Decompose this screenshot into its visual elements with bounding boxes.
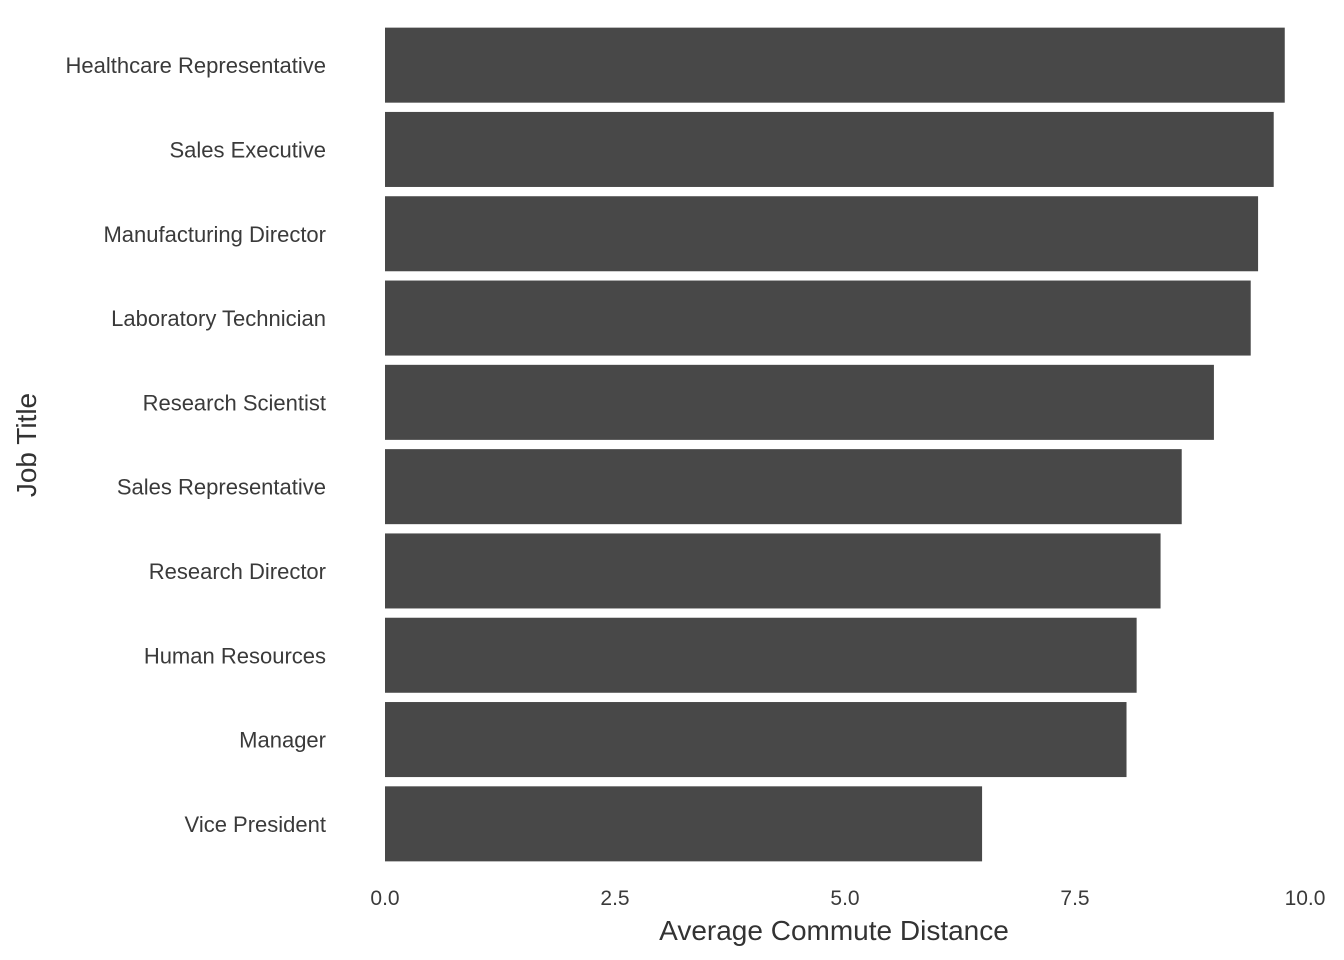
x-tick-labels: 0.0 2.5 5.0 7.5 10.0 [370, 887, 1325, 910]
bar-4 [385, 364, 1214, 440]
category-label-7: Human Resources [144, 643, 326, 668]
bar-1 [385, 111, 1274, 187]
bar-8 [385, 702, 1127, 778]
bar-0 [385, 27, 1285, 103]
x-axis-title: Average Commute Distance [659, 915, 1009, 946]
bar-6 [385, 533, 1161, 609]
category-label-2: Manufacturing Director [103, 222, 326, 247]
x-tick-label-0: 0.0 [370, 887, 399, 910]
bars-group [385, 27, 1285, 862]
category-labels: Healthcare Representative Sales Executive… [66, 53, 326, 837]
bar-7 [385, 617, 1137, 693]
bar-5 [385, 449, 1182, 525]
bar-2 [385, 196, 1259, 272]
category-label-6: Research Director [149, 559, 326, 584]
bar-3 [385, 280, 1251, 356]
x-tick-label-2: 5.0 [830, 887, 859, 910]
category-label-0: Healthcare Representative [66, 53, 326, 78]
x-tick-label-3: 7.5 [1060, 887, 1089, 910]
category-label-3: Laboratory Technician [111, 306, 326, 331]
category-label-5: Sales Representative [117, 475, 326, 500]
category-label-1: Sales Executive [169, 137, 326, 162]
y-axis-title: Job Title [11, 393, 42, 497]
bar-9 [385, 786, 983, 862]
category-label-9: Vice President [185, 812, 326, 837]
x-tick-label-4: 10.0 [1285, 887, 1326, 910]
category-label-4: Research Scientist [143, 390, 326, 415]
category-label-8: Manager [239, 728, 326, 753]
x-tick-label-1: 2.5 [600, 887, 629, 910]
